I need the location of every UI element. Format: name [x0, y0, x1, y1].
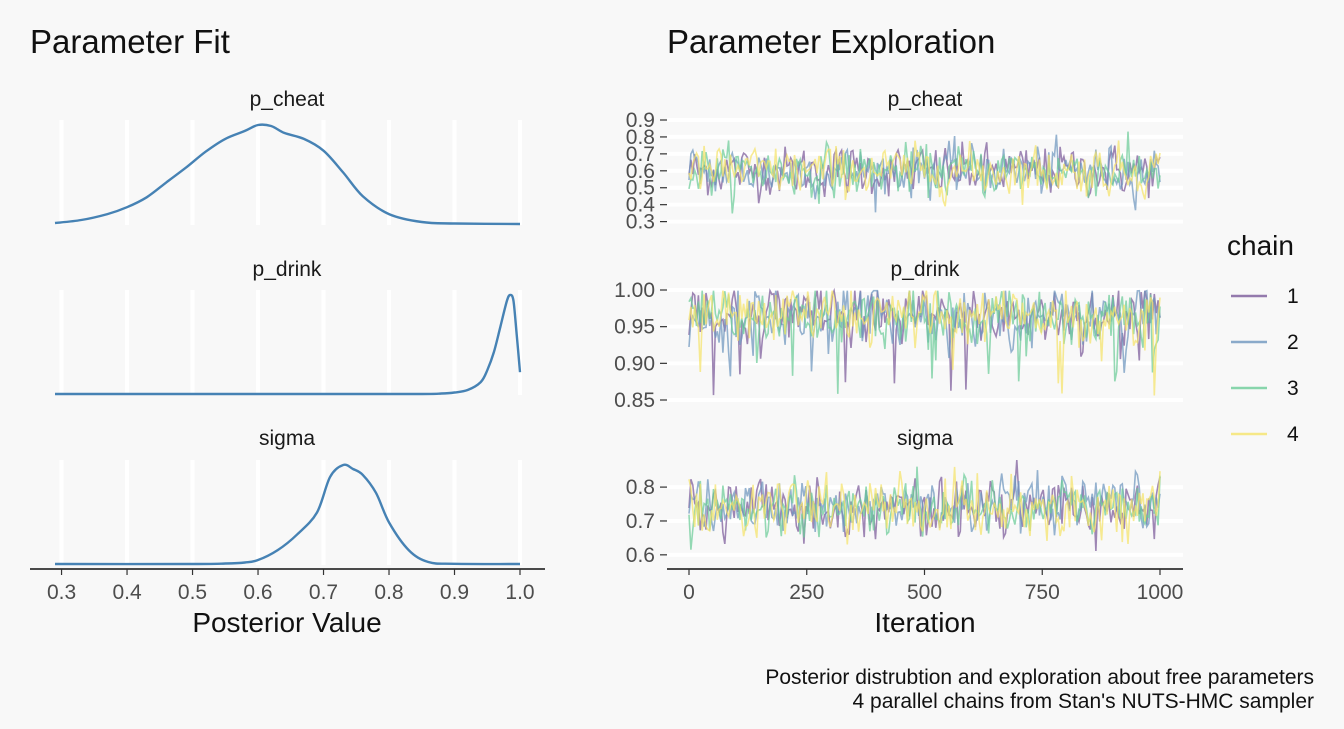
trace-line-p-drink-chain-4 [688, 290, 1161, 396]
caption-line-2: 4 parallel chains from Stan's NUTS-HMC s… [853, 690, 1314, 713]
trace-strip-p-cheat: p_cheat [888, 88, 963, 111]
fit-curves [54, 123, 522, 566]
density-curve-sigma [54, 463, 521, 566]
parameter-exploration-panel: Parameter Exploration p_cheat p_drink si… [614, 23, 1183, 638]
fit-x-tick-label: 0.3 [47, 581, 76, 604]
legend-entries: 1 2 3 4 [1231, 285, 1299, 446]
fit-x-tick-label: 0.7 [309, 581, 338, 604]
fit-x-tick-label: 0.5 [178, 581, 207, 604]
trace-line-p-cheat-chain-4 [688, 140, 1161, 207]
parameter-exploration-title: Parameter Exploration [667, 23, 995, 60]
trace-x-tick-label: 1000 [1137, 581, 1184, 604]
trace-x-axis-title: Iteration [874, 607, 975, 638]
trace-y-tick-label: 0.6 [626, 544, 655, 567]
fit-x-tick-label: 0.6 [243, 581, 272, 604]
trace-strip-p-drink: p_drink [891, 258, 960, 281]
trace-strips: p_cheat p_drink sigma [888, 88, 963, 450]
fit-strip-p-cheat: p_cheat [250, 88, 325, 111]
trace-y-tick-label: 0.85 [614, 389, 655, 412]
trace-y-tick-label: 0.90 [614, 352, 655, 375]
trace-y-tick-label: 0.95 [614, 316, 655, 339]
trace-line-sigma-chain-4 [688, 466, 1161, 545]
fit-strips: p_cheat p_drink sigma [250, 88, 325, 450]
trace-x-tick-label: 750 [1025, 581, 1060, 604]
trace-y-tick-label: 1.00 [614, 279, 655, 302]
fit-grid [59, 120, 522, 565]
trace-y-tick-label: 0.7 [626, 143, 655, 166]
density-curve-p-cheat [54, 123, 521, 226]
trace-y-tick-label: 0.8 [626, 476, 655, 499]
fit-x-axis-title: Posterior Value [192, 607, 381, 638]
fit-x-tick-label: 0.4 [112, 581, 142, 604]
trace-y-tick-label: 0.3 [626, 211, 655, 234]
fit-strip-sigma: sigma [259, 427, 315, 450]
legend-label-chain-4: 4 [1287, 423, 1299, 446]
trace-y-tick-label: 0.6 [626, 160, 655, 183]
trace-y-tick-label: 0.7 [626, 510, 655, 533]
parameter-fit-panel: Parameter Fit p_cheat p_drink sigma 0.3 0… [30, 23, 545, 638]
trace-y-tick-label: 0.9 [626, 109, 655, 132]
parameter-fit-title: Parameter Fit [30, 23, 230, 60]
trace-x-tick-label: 0 [683, 581, 695, 604]
trace-strip-sigma: sigma [897, 427, 953, 450]
trace-y-tick-label: 0.8 [626, 126, 655, 149]
caption-line-1: Posterior distrubtion and exploration ab… [765, 666, 1314, 689]
legend-label-chain-3: 3 [1287, 377, 1299, 400]
trace-x-tick-label: 500 [907, 581, 942, 604]
trace-y-ticks: 0.30.40.50.60.70.80.91.000.950.900.850.8… [614, 109, 667, 567]
legend-label-chain-2: 2 [1287, 331, 1299, 354]
fit-strip-p-drink: p_drink [253, 258, 322, 281]
trace-y-tick-label: 0.4 [626, 194, 656, 217]
fit-x-ticks: 0.3 0.4 0.5 0.6 0.7 0.8 0.9 1.0 [47, 569, 535, 604]
trace-lines [688, 131, 1161, 552]
legend-label-chain-1: 1 [1287, 285, 1299, 308]
fit-x-tick-label: 0.9 [440, 581, 469, 604]
legend-title: chain [1227, 230, 1294, 261]
density-curve-p-drink [55, 293, 522, 396]
trace-y-tick-label: 0.5 [626, 177, 655, 200]
trace-x-tick-label: 250 [789, 581, 824, 604]
trace-x-ticks: 0 250 500 750 1000 [683, 569, 1183, 604]
fit-x-tick-label: 1.0 [505, 581, 534, 604]
chain-legend: chain 1 2 3 4 [1227, 230, 1299, 446]
fit-x-tick-label: 0.8 [374, 581, 403, 604]
